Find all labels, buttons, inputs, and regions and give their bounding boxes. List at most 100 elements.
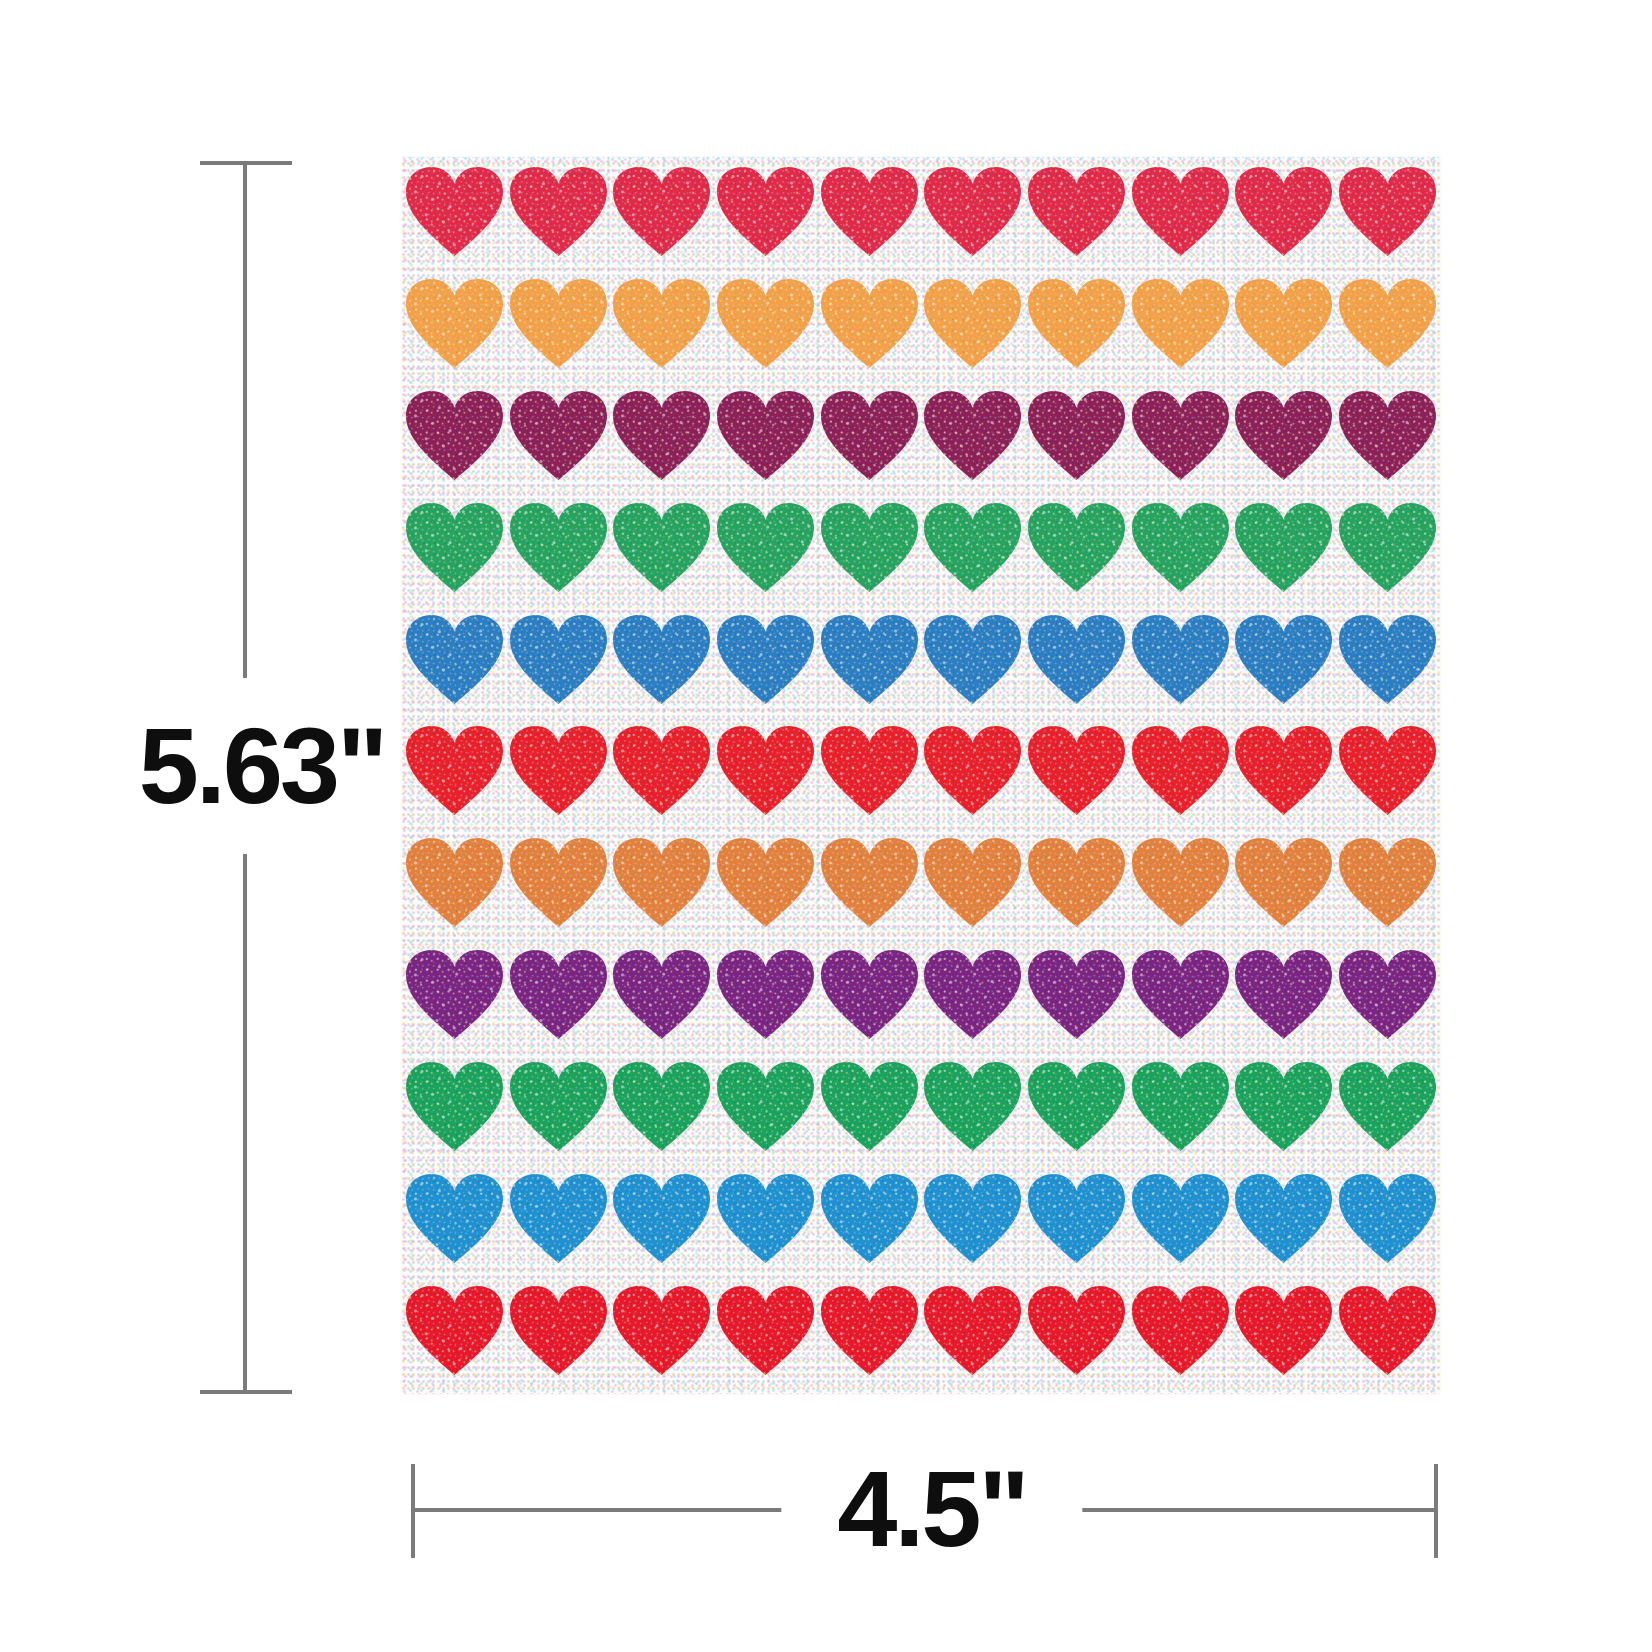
heart-sticker-icon — [1131, 1173, 1229, 1264]
heart-sticker-icon — [1131, 278, 1229, 368]
sticker-row-dark-magenta — [403, 387, 1439, 499]
heart-sticker-icon — [820, 1062, 918, 1152]
heart-sticker-icon — [924, 726, 1022, 816]
heart-sticker-icon — [613, 726, 711, 816]
heart-sticker-icon — [716, 502, 814, 592]
heart-sticker-icon — [1338, 726, 1436, 816]
heart-sticker-icon — [1131, 838, 1229, 928]
heart-sticker-icon — [1131, 1285, 1229, 1375]
heart-sticker-icon — [406, 278, 503, 368]
heart-sticker-icon — [820, 278, 918, 368]
heart-sticker-icon — [924, 838, 1022, 928]
heart-sticker-icon — [509, 726, 607, 816]
sticker-row-scarlet-red — [403, 1282, 1439, 1394]
heart-sticker-icon — [1235, 278, 1333, 368]
heart-sticker-icon — [716, 1062, 814, 1152]
heart-sticker-icon — [509, 390, 607, 480]
heart-sticker-icon — [1338, 278, 1436, 368]
heart-sticker-icon — [716, 950, 814, 1040]
heart-sticker-icon — [1338, 390, 1436, 480]
width-dimension-right-cap — [1434, 1464, 1438, 1558]
heart-sticker-icon — [406, 1285, 503, 1375]
heart-sticker-icon — [406, 1173, 503, 1264]
heart-sticker-icon — [613, 1062, 711, 1152]
heart-sticker-icon — [716, 726, 814, 816]
heart-sticker-icon — [716, 838, 814, 928]
heart-sticker-icon — [820, 390, 918, 480]
heart-sticker-icon — [509, 1285, 607, 1375]
heart-sticker-icon — [509, 278, 607, 368]
heart-sticker-icon — [820, 1173, 918, 1264]
heart-sticker-icon — [1338, 614, 1436, 704]
heart-sticker-icon — [1235, 502, 1333, 592]
heart-sticker-icon — [1338, 1173, 1436, 1264]
heart-sticker-icon — [924, 166, 1022, 257]
heart-sticker-icon — [716, 166, 814, 257]
heart-sticker-icon — [1235, 390, 1333, 480]
heart-sticker-icon — [716, 614, 814, 704]
heart-sticker-icon — [406, 950, 503, 1040]
heart-sticker-icon — [613, 502, 711, 592]
heart-sticker-icon — [1027, 278, 1125, 368]
sticker-row-crimson-red — [403, 163, 1439, 275]
heart-sticker-icon — [613, 614, 711, 704]
heart-sticker-icon — [509, 166, 607, 257]
heart-sticker-icon — [509, 1062, 607, 1152]
heart-sticker-icon — [1131, 502, 1229, 592]
heart-sticker-icon — [1338, 1062, 1436, 1152]
sticker-row-emerald-green — [403, 499, 1439, 611]
sticker-row-jade-green — [403, 1058, 1439, 1170]
heart-sticker-icon — [613, 390, 711, 480]
heart-sticker-icon — [1235, 726, 1333, 816]
heart-sticker-icon — [509, 502, 607, 592]
sticker-sheet — [402, 157, 1440, 1394]
heart-sticker-icon — [406, 502, 503, 592]
sticker-row-ocean-blue — [403, 611, 1439, 723]
heart-sticker-icon — [1131, 390, 1229, 480]
heart-sticker-icon — [1338, 838, 1436, 928]
heart-sticker-icon — [820, 1285, 918, 1375]
heart-sticker-icon — [406, 390, 503, 480]
heart-sticker-icon — [406, 726, 503, 816]
heart-sticker-icon — [924, 390, 1022, 480]
height-dimension-label: 5.63" — [126, 678, 398, 854]
sticker-row-golden-orange — [403, 275, 1439, 387]
heart-sticker-icon — [1027, 1285, 1125, 1375]
heart-sticker-icon — [406, 838, 503, 928]
heart-sticker-icon — [1131, 1062, 1229, 1152]
sticker-sheet-rows — [402, 157, 1440, 1394]
heart-sticker-icon — [1235, 838, 1333, 928]
sticker-row-violet-purple — [403, 946, 1439, 1058]
heart-sticker-icon — [1027, 1173, 1125, 1264]
heart-sticker-icon — [406, 614, 503, 704]
heart-sticker-icon — [924, 1285, 1022, 1375]
heart-sticker-icon — [1027, 390, 1125, 480]
heart-sticker-icon — [924, 1062, 1022, 1152]
sticker-row-azure-blue — [403, 1170, 1439, 1282]
heart-sticker-icon — [1131, 950, 1229, 1040]
heart-sticker-icon — [1027, 502, 1125, 592]
heart-sticker-icon — [509, 950, 607, 1040]
heart-sticker-icon — [820, 166, 918, 257]
heart-sticker-icon — [1338, 1285, 1436, 1375]
heart-sticker-icon — [509, 838, 607, 928]
sticker-row-bright-red — [403, 722, 1439, 834]
heart-sticker-icon — [406, 1062, 503, 1152]
heart-sticker-icon — [613, 278, 711, 368]
heart-sticker-icon — [924, 614, 1022, 704]
heart-sticker-icon — [613, 166, 711, 257]
heart-sticker-icon — [820, 950, 918, 1040]
heart-sticker-icon — [716, 278, 814, 368]
heart-sticker-icon — [820, 838, 918, 928]
heart-sticker-icon — [924, 502, 1022, 592]
heart-sticker-icon — [820, 726, 918, 816]
heart-sticker-icon — [1027, 614, 1125, 704]
heart-sticker-icon — [406, 166, 503, 257]
heart-sticker-icon — [1235, 1062, 1333, 1152]
heart-sticker-icon — [820, 502, 918, 592]
heart-sticker-icon — [1131, 614, 1229, 704]
heart-sticker-icon — [924, 1173, 1022, 1264]
heart-sticker-icon — [1235, 1173, 1333, 1264]
height-dimension-bottom-cap — [200, 1390, 292, 1394]
